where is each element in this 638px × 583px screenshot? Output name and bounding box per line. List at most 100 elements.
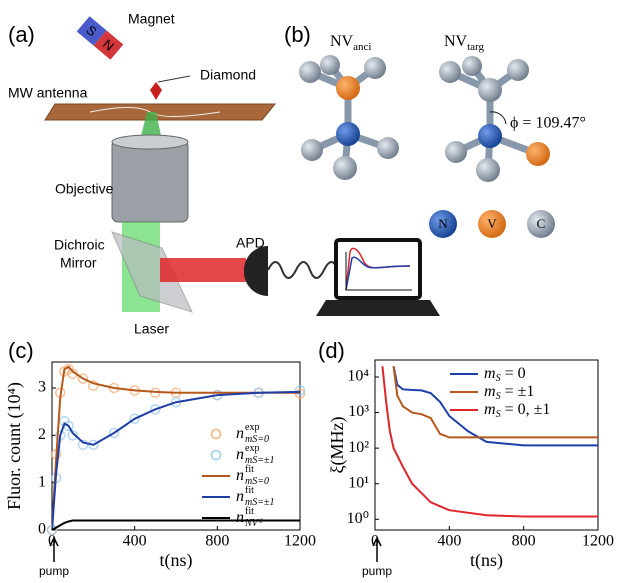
annotation-arrow: [372, 536, 382, 562]
label: Dichroic: [54, 237, 105, 253]
label: Mirror: [60, 255, 97, 271]
red-beam: [160, 258, 246, 282]
legend-name: m: [484, 383, 496, 400]
label: Magnet: [128, 11, 175, 27]
x-axis-label: t(ns): [160, 550, 193, 571]
screen-axes: [345, 252, 412, 291]
pointer: [157, 75, 191, 83]
legend-name: n: [236, 425, 244, 442]
atom-label: C: [537, 216, 546, 231]
legend-rest: = 0, ±1: [501, 401, 551, 418]
legend-sup: exp: [245, 422, 259, 433]
legend-entry: nexp mS=±1: [236, 443, 274, 466]
panel-label: (d): [318, 338, 345, 363]
line: [392, 366, 598, 447]
x-tick-label: 1200: [284, 533, 316, 550]
marker: [67, 430, 78, 441]
legend-rest: = 0: [501, 365, 526, 382]
marker: [294, 385, 306, 396]
marker: [129, 413, 140, 425]
panel-label: (c): [8, 338, 34, 363]
label: APD: [236, 235, 265, 251]
atom-legend: [478, 210, 506, 238]
molecule-label: NVanci: [330, 33, 371, 53]
legend-sub: mS=0: [245, 476, 269, 487]
panel-label: (b): [284, 22, 311, 47]
x-tick-label: 400: [437, 533, 461, 550]
label: Objective: [55, 181, 114, 197]
legend-name: n: [236, 446, 244, 463]
label: Laser: [134, 321, 169, 337]
y-tick-label: 10²: [348, 439, 369, 456]
annotation-arrow: [49, 536, 59, 562]
plot-frame: [51, 361, 301, 531]
y-tick-label: 10⁴: [347, 368, 369, 385]
marker: [88, 380, 99, 391]
y-tick-label: 10³: [348, 403, 369, 420]
y-tick-label: 1: [38, 473, 46, 490]
legend-marker: [210, 449, 222, 461]
legend-sup: exp: [245, 443, 259, 454]
legend-sup: fit: [245, 485, 254, 496]
line: [392, 366, 598, 439]
legend-entry: nfit NV⁰: [236, 506, 264, 529]
laptop-screen: [334, 238, 422, 300]
legend-sub: mS=±1: [245, 455, 274, 466]
y-axis-label: Fluor. count (10⁴): [4, 382, 25, 510]
atom-legend: [527, 210, 555, 238]
legend-sub: NV⁰: [244, 518, 264, 529]
label-main: NV: [330, 33, 354, 50]
atom-label: N: [438, 216, 448, 231]
legend-entry: nfit mS=±1: [236, 485, 274, 508]
marker: [108, 427, 120, 439]
legend-entry: mS = 0, ±1: [484, 401, 550, 421]
y-tick-label: 10⁰: [347, 510, 369, 527]
molecule-label: NVtarg: [444, 33, 485, 53]
line: [52, 390, 300, 530]
dichroic-mirror: [111, 231, 193, 313]
legend-entry: nfit mS=0: [236, 464, 269, 487]
label-sub: anci: [353, 41, 371, 53]
annotation: pump: [39, 564, 69, 578]
label: MW antenna: [8, 85, 88, 101]
label: Diamond: [200, 67, 256, 83]
angle-arc: [489, 111, 507, 125]
line: [52, 519, 300, 530]
y-tick-label: 0: [38, 521, 46, 538]
line: [52, 365, 300, 530]
legend-sub: S: [496, 373, 501, 384]
laptop-base: [316, 300, 440, 316]
objective-top: [111, 134, 189, 150]
legend-sub: mS=±1: [245, 497, 274, 508]
y-tick-label: 2: [38, 426, 46, 443]
laser-cone: [140, 112, 162, 140]
atom-legend: [429, 210, 457, 238]
apd: [244, 246, 268, 294]
legend-entry: mS = ±1: [484, 383, 534, 403]
legend-sup: fit: [245, 464, 254, 475]
legend-name: m: [484, 365, 496, 382]
legend-entry: mS = 0: [484, 365, 526, 385]
magnet: S N: [76, 16, 124, 60]
legend-marker: [210, 428, 222, 440]
legend-name: n: [236, 467, 244, 484]
x-axis-label: t(ns): [470, 550, 503, 571]
y-tick-label: 10¹: [348, 474, 369, 491]
marker: [88, 439, 99, 451]
x-tick-label: 800: [205, 533, 229, 550]
objective: [111, 139, 189, 223]
atom-label: V: [487, 216, 497, 231]
line: [381, 366, 598, 518]
diamond: [150, 82, 162, 100]
x-tick-label: 800: [512, 533, 536, 550]
marker: [77, 439, 89, 451]
legend-sup: fit: [245, 506, 254, 517]
x-tick-label: 400: [123, 533, 147, 550]
panel-label: (a): [8, 22, 35, 47]
cable: [267, 261, 339, 279]
legend-sub: mS=0: [245, 434, 269, 445]
x-tick-label: 1200: [582, 533, 614, 550]
y-axis-label: ξ(MHz): [327, 416, 348, 473]
marker: [77, 373, 89, 384]
